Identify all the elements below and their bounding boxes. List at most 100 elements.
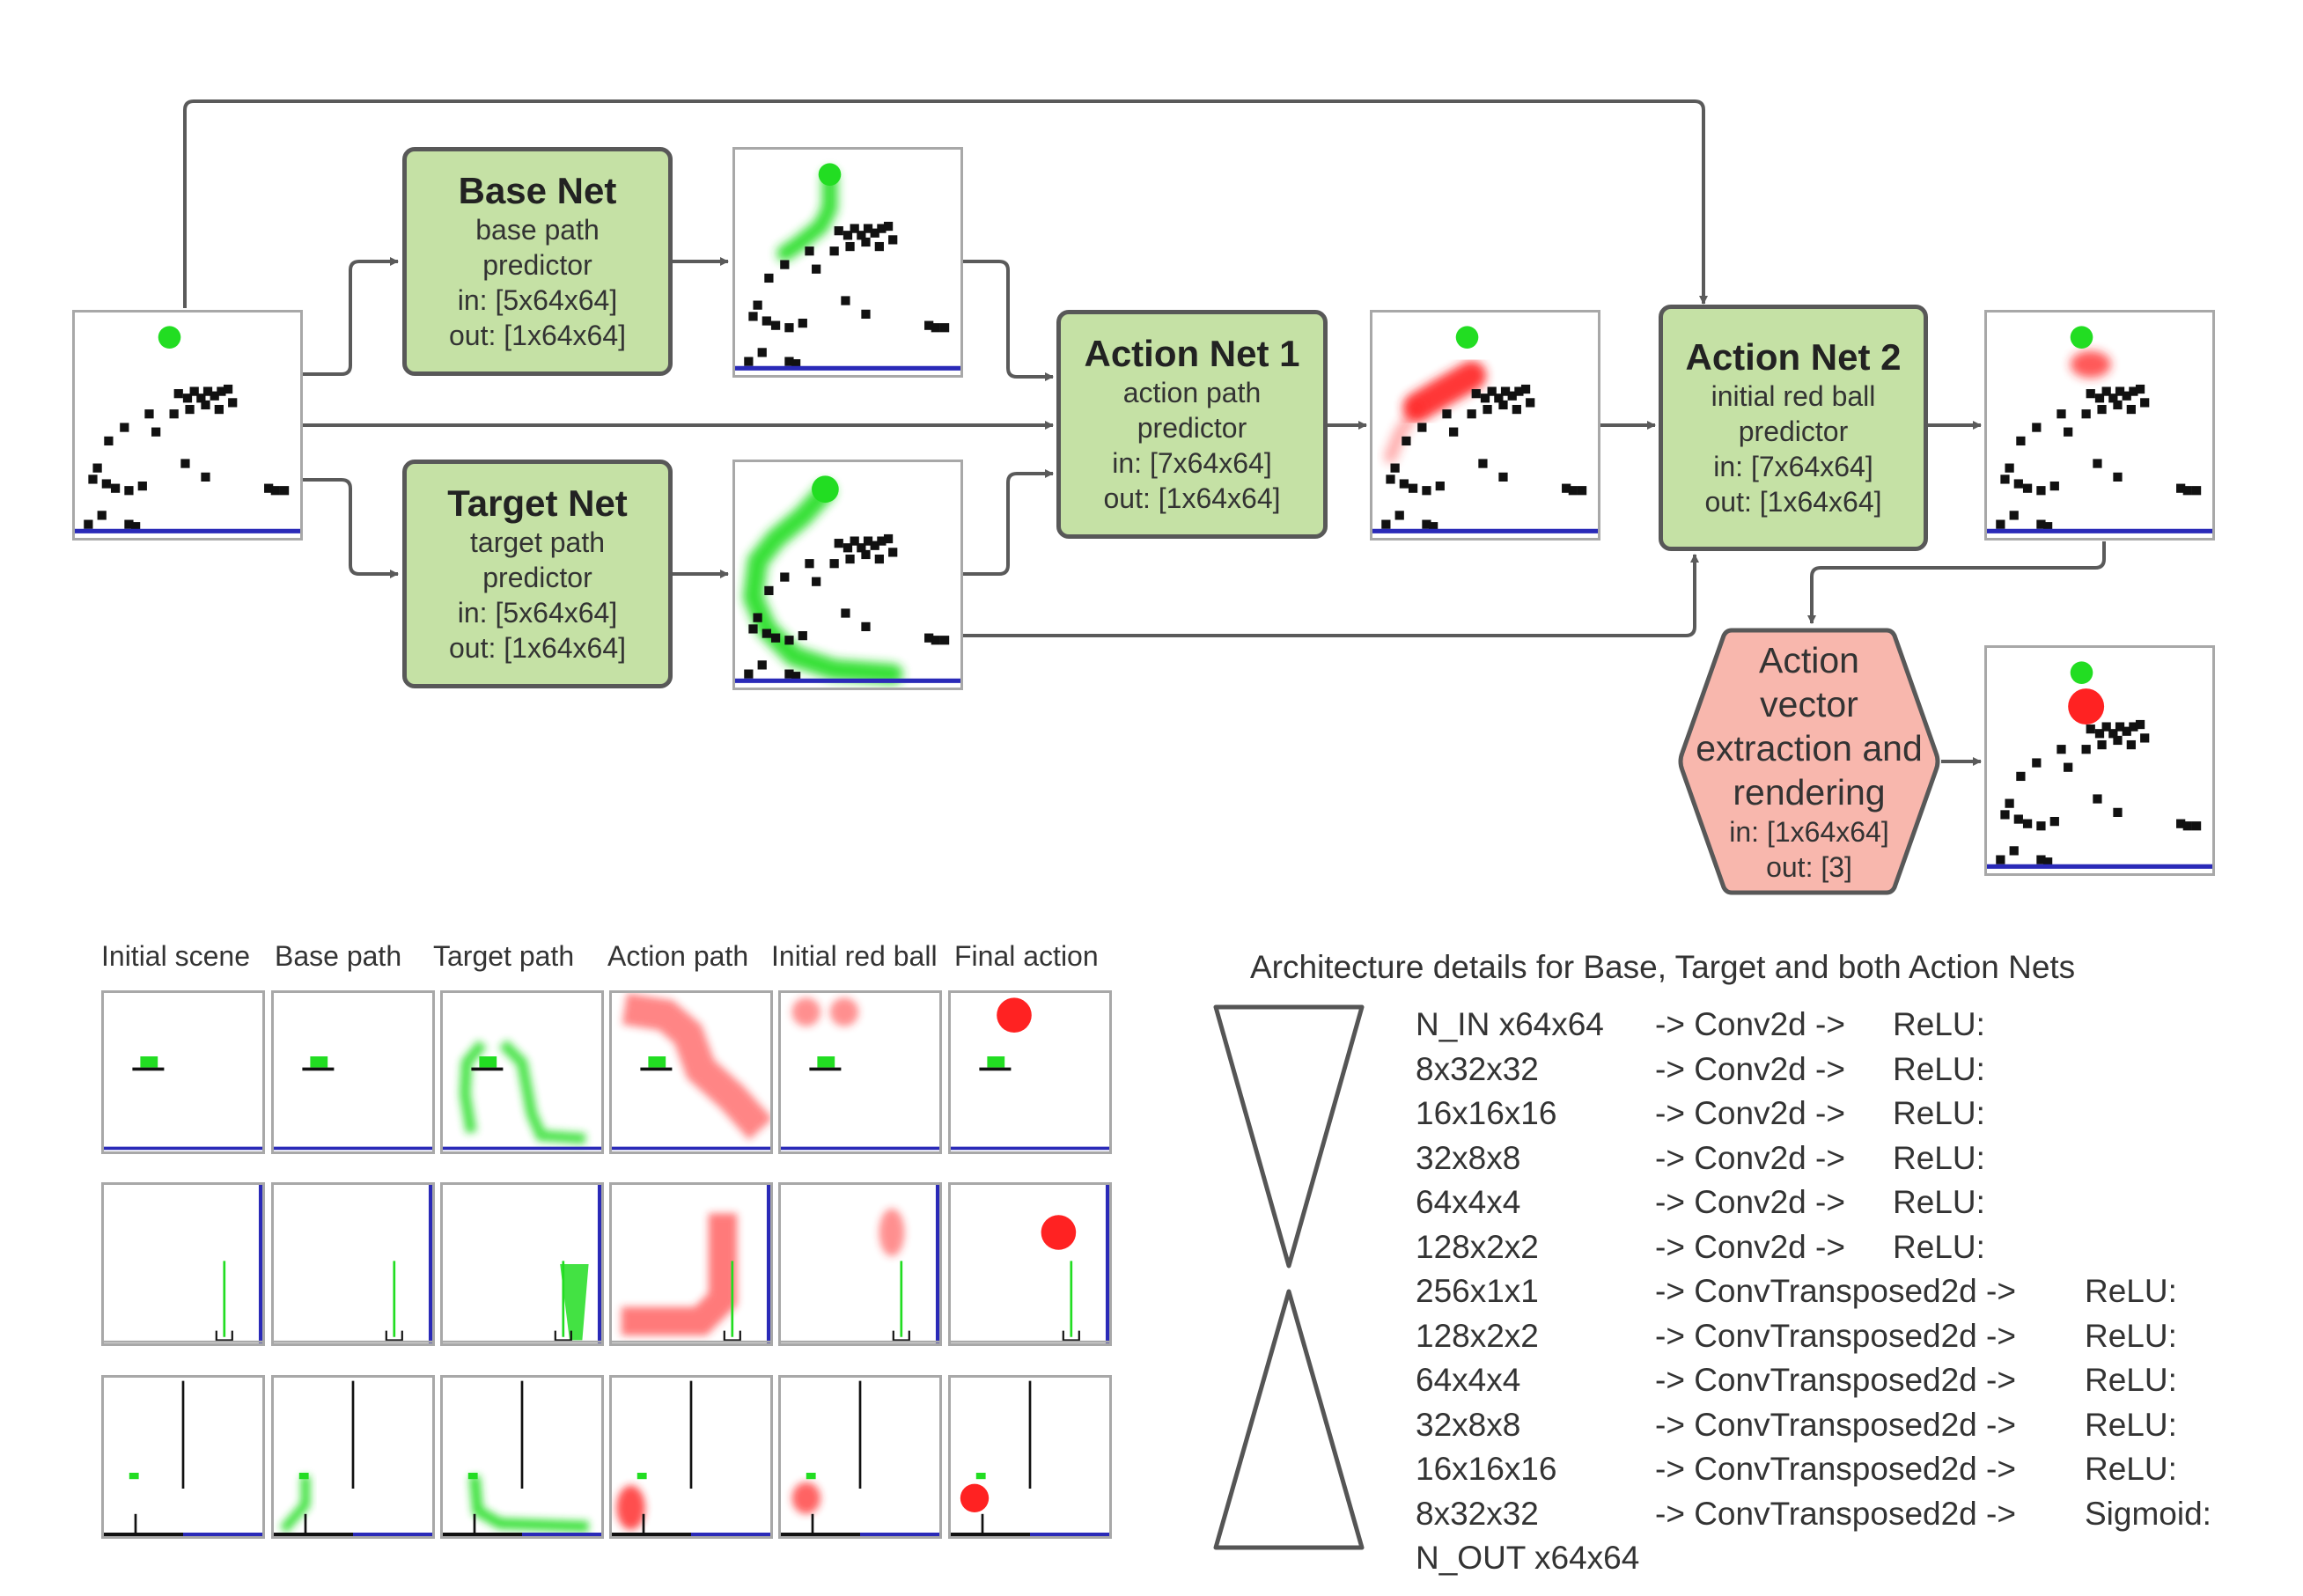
action-net-1-title: Action Net 1 xyxy=(1084,333,1300,374)
architecture-activation: ReLU: xyxy=(1893,1139,1985,1176)
extraction-title-line: rendering xyxy=(1733,772,1886,813)
grid-cell-r2-c5 xyxy=(778,1182,942,1346)
action-net-2-line: out: [1x64x64] xyxy=(1704,486,1882,518)
architecture-activation: ReLU: xyxy=(2085,1406,2177,1443)
grid-cell-r2-c1 xyxy=(101,1182,265,1346)
target-net-line: target path xyxy=(470,526,605,558)
initial-scene-image xyxy=(72,310,303,541)
architecture-shape: 8x32x32 xyxy=(1416,1495,1539,1532)
action-net-2-line: predictor xyxy=(1738,416,1849,447)
architecture-activation: ReLU: xyxy=(1893,1006,1985,1042)
architecture-shape: 256x1x1 xyxy=(1416,1273,1539,1309)
grid-cell-r3-c6 xyxy=(948,1375,1112,1539)
action-net-1-line: in: [7x64x64] xyxy=(1112,447,1272,479)
grid-cell-r1-c6 xyxy=(948,990,1112,1154)
architecture-activation: ReLU: xyxy=(1893,1050,1985,1087)
extraction-title-line: vector xyxy=(1760,684,1858,724)
target-net-box: Target Net target path predictor in: [5x… xyxy=(402,460,673,688)
architecture-activation: ReLU: xyxy=(2085,1451,2177,1487)
architecture-shape: 16x16x16 xyxy=(1416,1451,1557,1487)
extraction-io-line: out: [3] xyxy=(1766,851,1852,883)
architecture-shape: 128x2x2 xyxy=(1416,1228,1539,1265)
extraction-title-line: extraction and xyxy=(1696,728,1923,769)
architecture-title: Architecture details for Base, Target an… xyxy=(1250,949,2076,985)
action-net-2-box: Action Net 2 initial red ball predictor … xyxy=(1659,305,1928,551)
action-net-1-box: Action Net 1 action path predictor in: [… xyxy=(1056,310,1328,539)
arrow-targetpath-to-action2 xyxy=(962,554,1699,637)
arrow-scene-to-action2 xyxy=(183,99,1708,308)
action-net-1-line: predictor xyxy=(1137,412,1247,444)
architecture-shape: 128x2x2 xyxy=(1416,1317,1539,1354)
extraction-title-line: Action xyxy=(1759,640,1859,680)
architecture-activation: ReLU: xyxy=(2085,1273,2177,1309)
architecture-op: -> Conv2d -> xyxy=(1655,1095,1845,1131)
base-net-line: out: [1x64x64] xyxy=(448,320,627,351)
architecture-shape: 8x32x32 xyxy=(1416,1050,1539,1087)
grid-cell-r3-c5 xyxy=(778,1375,942,1539)
grid-cell-r3-c4 xyxy=(609,1375,773,1539)
base-net-title: Base Net xyxy=(458,170,617,211)
base-net-line: in: [5x64x64] xyxy=(457,284,618,316)
architecture-shape: 64x4x4 xyxy=(1416,1362,1521,1398)
hourglass-icon xyxy=(1213,1004,1365,1550)
grid-cell-r1-c5 xyxy=(778,990,942,1154)
base-net-box: Base Net base path predictor in: [5x64x6… xyxy=(402,147,673,376)
architecture-activation: ReLU: xyxy=(1893,1095,1985,1131)
action-net-2-title: Action Net 2 xyxy=(1685,336,1902,378)
grid-cell-r1-c2 xyxy=(271,990,435,1154)
action-path-output-image xyxy=(1370,310,1600,541)
architecture-shape: 16x16x16 xyxy=(1416,1095,1557,1131)
extraction-io-line: in: [1x64x64] xyxy=(1729,816,1889,848)
base-path-output-image xyxy=(732,147,963,378)
target-net-line: predictor xyxy=(482,562,592,593)
base-net-line: predictor xyxy=(482,249,592,281)
architecture-op: -> ConvTransposed2d -> xyxy=(1655,1362,2016,1398)
architecture-op: -> Conv2d -> xyxy=(1655,1006,1845,1042)
column-label-initial-red-ball: Initial red ball xyxy=(771,940,938,972)
architecture-op: -> Conv2d -> xyxy=(1655,1050,1845,1087)
column-label-initial-scene: Initial scene xyxy=(101,940,250,972)
architecture-op: -> Conv2d -> xyxy=(1655,1228,1845,1265)
arrow-scene-to-target xyxy=(302,478,399,578)
architecture-op: -> Conv2d -> xyxy=(1655,1184,1845,1220)
arrow-basepath-to-action1 xyxy=(962,260,1054,381)
grid-cell-r3-c1 xyxy=(101,1375,265,1539)
column-label-final-action: Final action xyxy=(954,940,1099,972)
column-label-action-path: Action path xyxy=(607,940,749,972)
architecture-activation: ReLU: xyxy=(2085,1317,2177,1354)
action-net-2-line: in: [7x64x64] xyxy=(1713,451,1873,482)
target-net-line: out: [1x64x64] xyxy=(448,632,627,664)
grid-cell-r1-c3 xyxy=(440,990,604,1154)
architecture-op: -> ConvTransposed2d -> xyxy=(1655,1273,2016,1309)
architecture-shape: N_OUT x64x64 xyxy=(1416,1540,1640,1576)
grid-cell-r3-c2 xyxy=(271,1375,435,1539)
architecture-activation: ReLU: xyxy=(1893,1228,1985,1265)
architecture-shape: 32x8x8 xyxy=(1416,1139,1521,1176)
grid-cell-r3-c3 xyxy=(440,1375,604,1539)
architecture-op: -> ConvTransposed2d -> xyxy=(1655,1406,2016,1443)
grid-cell-r2-c6 xyxy=(948,1182,1112,1346)
column-label-target-path: Target path xyxy=(433,940,575,972)
grid-cell-r2-c3 xyxy=(440,1182,604,1346)
action-net-1-line: action path xyxy=(1122,377,1262,408)
grid-cell-r2-c2 xyxy=(271,1182,435,1346)
action-net-2-line: initial red ball xyxy=(1711,380,1876,412)
grid-cell-r1-c1 xyxy=(101,990,265,1154)
final-action-output-image xyxy=(1984,645,2215,876)
base-net-line: base path xyxy=(475,214,600,246)
architecture-activation: Sigmoid: xyxy=(2085,1495,2211,1532)
architecture-activation: ReLU: xyxy=(1893,1184,1985,1220)
initial-red-ball-output-image xyxy=(1984,310,2215,541)
target-net-title: Target Net xyxy=(447,482,628,524)
architecture-op: -> ConvTransposed2d -> xyxy=(1655,1495,2016,1532)
architecture-shape: 32x8x8 xyxy=(1416,1406,1521,1443)
architecture-activation: ReLU: xyxy=(2085,1362,2177,1398)
arrow-scene-to-base xyxy=(302,257,399,376)
target-path-output-image xyxy=(732,460,963,690)
arrow-targetpath-to-action1 xyxy=(962,469,1054,576)
architecture-op: -> ConvTransposed2d -> xyxy=(1655,1451,2016,1487)
architecture-shape: 64x4x4 xyxy=(1416,1184,1521,1220)
action-net-1-line: out: [1x64x64] xyxy=(1103,482,1281,514)
architecture-op: -> Conv2d -> xyxy=(1655,1139,1845,1176)
